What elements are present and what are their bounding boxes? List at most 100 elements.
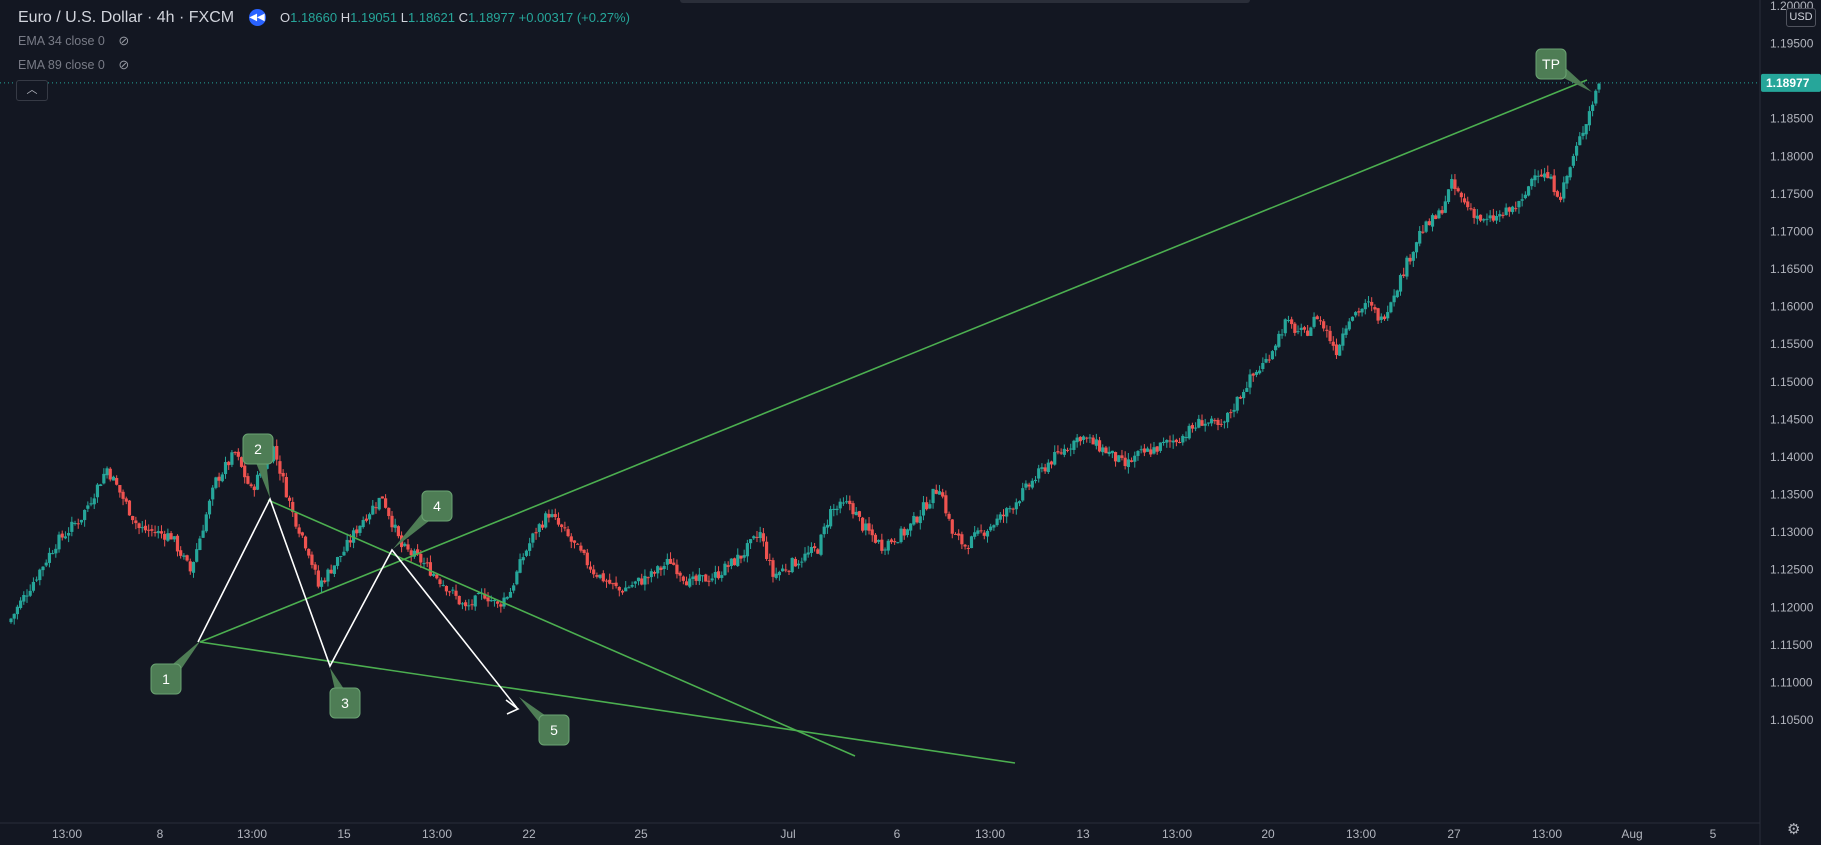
candle-body bbox=[684, 581, 689, 586]
candle-body bbox=[476, 593, 481, 595]
candle-body bbox=[1193, 427, 1198, 429]
candle-body bbox=[239, 457, 244, 467]
candle-body bbox=[966, 547, 970, 549]
candle-body bbox=[1062, 448, 1066, 455]
candle-body bbox=[764, 541, 769, 560]
candle-body bbox=[1017, 501, 1022, 504]
indicator-ema89[interactable]: EMA 89 close 0 ⊘ bbox=[18, 57, 129, 73]
candle-body bbox=[544, 513, 548, 528]
candle-body bbox=[1059, 452, 1063, 454]
candle-body bbox=[716, 571, 721, 579]
current-price-tag bbox=[1761, 73, 1821, 92]
candle-body bbox=[464, 602, 468, 607]
ohlc-values: O1.18660 H1.19051 L1.18621 C1.18977 +0.0… bbox=[280, 10, 630, 25]
candle-body bbox=[925, 502, 929, 510]
candle-body bbox=[1520, 199, 1524, 201]
candle-body bbox=[367, 514, 372, 520]
currency-badge[interactable]: USD bbox=[1786, 8, 1816, 27]
candle-body bbox=[710, 578, 714, 581]
callout-box bbox=[242, 433, 274, 465]
candle-body bbox=[451, 589, 455, 591]
candle-body bbox=[560, 524, 564, 528]
candle-body bbox=[848, 500, 852, 505]
candle-body bbox=[201, 530, 205, 538]
exchange-label: FXCM bbox=[188, 9, 235, 26]
candle-body bbox=[28, 590, 32, 596]
candle-body bbox=[934, 489, 938, 494]
candle-body bbox=[1117, 455, 1121, 462]
candle-body bbox=[76, 523, 80, 525]
time-tick-label: 13:00 bbox=[52, 827, 82, 841]
callout-text: 3 bbox=[341, 695, 349, 711]
candle-body bbox=[1402, 274, 1406, 277]
gear-icon[interactable]: ⚙ bbox=[1787, 821, 1801, 838]
replay-rewind-icon[interactable]: ◀◀ bbox=[248, 9, 266, 27]
callout-box bbox=[329, 687, 361, 719]
candle-body bbox=[51, 553, 55, 555]
eye-crossed-icon[interactable]: ⊘ bbox=[118, 33, 130, 48]
time-tick-label: 6 bbox=[894, 827, 901, 841]
candle-body bbox=[278, 461, 282, 474]
candle-body bbox=[620, 590, 625, 593]
high-label: H bbox=[340, 10, 351, 25]
candle-body bbox=[287, 497, 292, 501]
symbol-legend: Euro / U.S. Dollar · 4h · FXCM ◀◀ O1.186… bbox=[18, 8, 630, 28]
candle-body bbox=[1587, 111, 1591, 126]
candle-body bbox=[172, 536, 176, 540]
candle-body bbox=[307, 548, 311, 556]
collapse-legend-button[interactable]: ︿ bbox=[16, 80, 48, 101]
candle-body bbox=[1091, 437, 1095, 445]
price-tick-label: 1.13000 bbox=[1770, 525, 1814, 539]
candle-body bbox=[1430, 215, 1435, 227]
symbol-name[interactable]: Euro / U.S. Dollar bbox=[18, 9, 143, 26]
candle-body bbox=[1037, 468, 1041, 479]
candle-body bbox=[944, 495, 948, 514]
callout-box bbox=[150, 663, 182, 695]
candle-body bbox=[550, 514, 554, 517]
trendline bbox=[199, 79, 1588, 643]
candle-body bbox=[611, 583, 615, 585]
candle-body bbox=[428, 562, 433, 576]
candle-body bbox=[1354, 312, 1358, 316]
candle-body bbox=[748, 539, 753, 544]
candle-body bbox=[563, 527, 567, 529]
candle-body bbox=[1370, 301, 1374, 306]
candle-body bbox=[1053, 451, 1057, 465]
candle-body bbox=[864, 523, 868, 531]
wave-label-4: 4 bbox=[393, 490, 453, 549]
candle-body bbox=[1488, 215, 1492, 219]
candle-body bbox=[893, 541, 897, 543]
candle-body bbox=[1069, 448, 1073, 450]
candle-body bbox=[726, 565, 730, 567]
candle-body bbox=[1379, 316, 1383, 320]
candle-body bbox=[380, 496, 384, 499]
candle-body bbox=[1434, 215, 1438, 220]
candle-body bbox=[915, 516, 919, 523]
top-toolbar-tab[interactable] bbox=[680, 0, 1250, 3]
price-tick-label: 1.15500 bbox=[1770, 337, 1814, 351]
low-value: 1.18621 bbox=[407, 10, 455, 25]
candle-body bbox=[1389, 302, 1393, 313]
indicator-ema34[interactable]: EMA 34 close 0 ⊘ bbox=[18, 33, 129, 49]
candle-body bbox=[928, 504, 932, 509]
candle-body bbox=[63, 536, 68, 539]
eye-crossed-icon[interactable]: ⊘ bbox=[118, 57, 130, 72]
candle-body bbox=[790, 557, 794, 573]
candle-body bbox=[1226, 412, 1230, 423]
candle-body bbox=[534, 532, 538, 534]
candle-body bbox=[870, 529, 874, 536]
candle-body bbox=[444, 585, 449, 592]
candle-body bbox=[672, 562, 676, 565]
candle-body bbox=[1133, 455, 1137, 462]
candle-body bbox=[1558, 196, 1563, 200]
callout-text: 4 bbox=[433, 498, 441, 514]
candle-body bbox=[220, 474, 224, 482]
candle-body bbox=[1549, 176, 1553, 179]
candle-body bbox=[1101, 447, 1105, 453]
interval-label[interactable]: 4h bbox=[156, 9, 175, 26]
candle-body bbox=[780, 568, 785, 572]
callout-text: TP bbox=[1542, 56, 1560, 72]
candle-body bbox=[1498, 214, 1502, 217]
candle-body bbox=[598, 574, 602, 578]
